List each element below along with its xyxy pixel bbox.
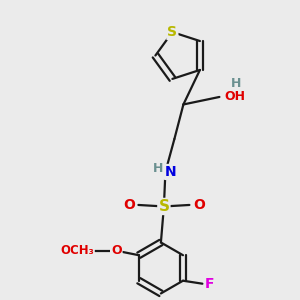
- Text: F: F: [205, 277, 214, 291]
- Text: OCH₃: OCH₃: [60, 244, 94, 257]
- Text: OH: OH: [224, 91, 245, 103]
- Text: S: S: [158, 199, 169, 214]
- Text: O: O: [123, 198, 135, 212]
- Text: H: H: [153, 162, 163, 175]
- Text: S: S: [167, 25, 177, 39]
- Text: O: O: [111, 244, 122, 257]
- Text: H: H: [231, 77, 241, 90]
- Text: O: O: [193, 198, 205, 212]
- Text: N: N: [165, 165, 177, 179]
